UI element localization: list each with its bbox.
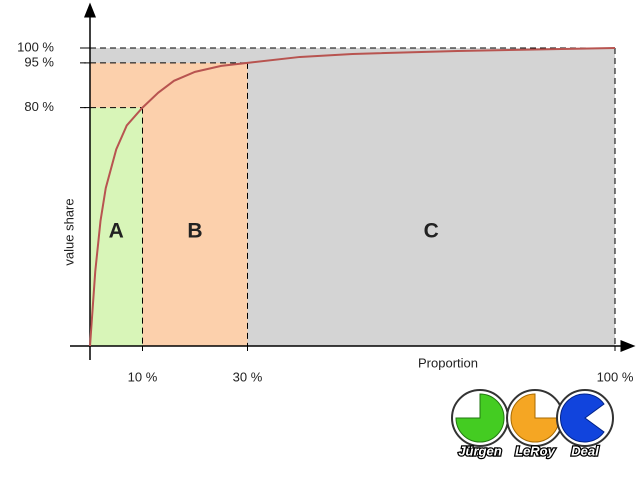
x-axis-label: Proportion [418,355,478,370]
class-label: A [109,220,124,243]
x-tick-label: 10 % [128,369,158,384]
logo-text: Deal [571,443,599,458]
y-axis-label: value share [61,198,76,265]
y-tick-label: 100 % [17,39,54,54]
logo: Jürgen LeRoy Deal [451,389,614,460]
curve [89,47,616,347]
x-tick-label: 30 % [233,369,263,384]
x-tick-label: 100 % [597,369,634,384]
class-label: B [187,220,202,243]
class-label: C [424,220,439,243]
y-tick-label: 80 % [24,99,54,114]
logo-text: Jürgen [458,443,501,458]
y-tick-label: 95 % [24,54,54,69]
logo-text: LeRoy [515,443,556,458]
